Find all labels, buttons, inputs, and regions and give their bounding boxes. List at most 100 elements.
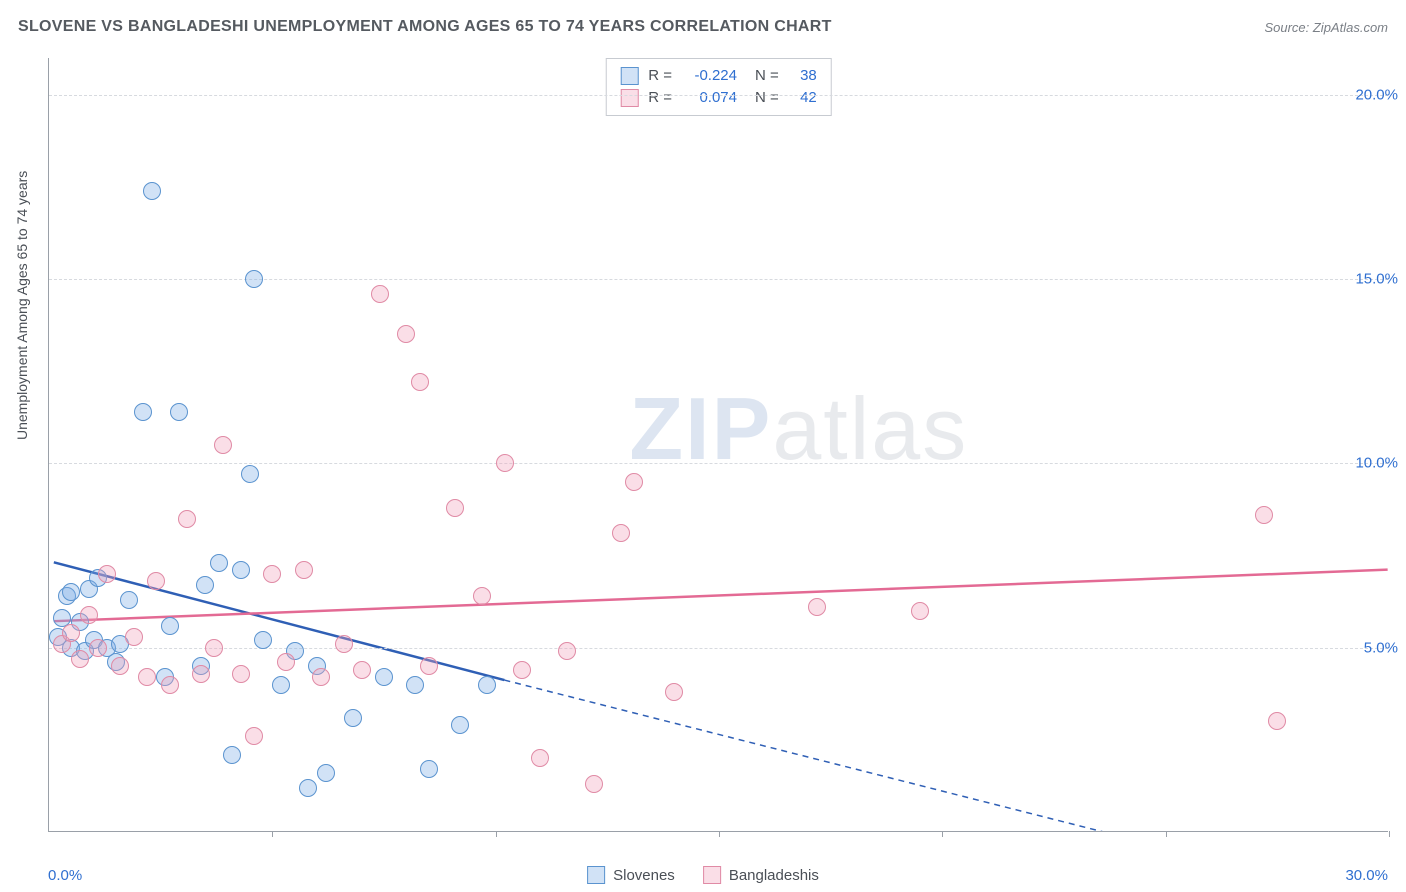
- data-point: [120, 591, 138, 609]
- data-point: [625, 473, 643, 491]
- data-point: [911, 602, 929, 620]
- legend-label-bangladeshis: Bangladeshis: [729, 867, 819, 884]
- data-point: [397, 325, 415, 343]
- data-point: [375, 668, 393, 686]
- watermark: ZIPatlas: [629, 378, 968, 480]
- data-point: [62, 583, 80, 601]
- data-point: [1268, 712, 1286, 730]
- data-point: [62, 624, 80, 642]
- trend-line-extrapolated: [504, 680, 1187, 831]
- data-point: [420, 760, 438, 778]
- data-point: [808, 598, 826, 616]
- data-point: [210, 554, 228, 572]
- data-point: [245, 270, 263, 288]
- data-point: [223, 746, 241, 764]
- data-point: [111, 657, 129, 675]
- data-point: [241, 465, 259, 483]
- data-point: [170, 403, 188, 421]
- data-point: [353, 661, 371, 679]
- data-point: [411, 373, 429, 391]
- data-point: [665, 683, 683, 701]
- y-tick-label: 5.0%: [1364, 639, 1398, 656]
- x-tick-mark: [1166, 831, 1167, 837]
- data-point: [161, 617, 179, 635]
- y-tick-label: 15.0%: [1355, 271, 1398, 288]
- source-attribution: Source: ZipAtlas.com: [1264, 20, 1388, 35]
- data-point: [232, 665, 250, 683]
- swatch-slovenes: [587, 866, 605, 884]
- x-tick-30: 30.0%: [1345, 867, 1388, 884]
- n-value-slovenes: 38: [789, 65, 817, 87]
- data-point: [214, 436, 232, 454]
- y-tick-label: 20.0%: [1355, 86, 1398, 103]
- data-point: [1255, 506, 1273, 524]
- data-point: [232, 561, 250, 579]
- data-point: [451, 716, 469, 734]
- data-point: [98, 565, 116, 583]
- y-tick-label: 10.0%: [1355, 455, 1398, 472]
- data-point: [295, 561, 313, 579]
- data-point: [513, 661, 531, 679]
- n-label: N =: [755, 65, 779, 87]
- data-point: [558, 642, 576, 660]
- data-point: [161, 676, 179, 694]
- data-point: [585, 775, 603, 793]
- data-point: [406, 676, 424, 694]
- chart-container: SLOVENE VS BANGLADESHI UNEMPLOYMENT AMON…: [0, 0, 1406, 892]
- x-tick-mark: [1389, 831, 1390, 837]
- data-point: [478, 676, 496, 694]
- bottom-legend: Slovenes Bangladeshis: [587, 866, 819, 884]
- r-label: R =: [648, 65, 672, 87]
- data-point: [317, 764, 335, 782]
- r-value-slovenes: -0.224: [682, 65, 737, 87]
- x-tick-0: 0.0%: [48, 867, 82, 884]
- data-point: [138, 668, 156, 686]
- n-label: N =: [755, 87, 779, 109]
- data-point: [612, 524, 630, 542]
- chart-title: SLOVENE VS BANGLADESHI UNEMPLOYMENT AMON…: [18, 18, 832, 36]
- data-point: [473, 587, 491, 605]
- swatch-bangladeshis: [703, 866, 721, 884]
- data-point: [312, 668, 330, 686]
- data-point: [196, 576, 214, 594]
- data-point: [446, 499, 464, 517]
- data-point: [263, 565, 281, 583]
- x-tick-mark: [272, 831, 273, 837]
- data-point: [71, 650, 89, 668]
- r-value-bangladeshis: 0.074: [682, 87, 737, 109]
- data-point: [299, 779, 317, 797]
- r-label: R =: [648, 87, 672, 109]
- data-point: [192, 665, 210, 683]
- swatch-slovenes: [620, 67, 638, 85]
- data-point: [420, 657, 438, 675]
- legend-item-slovenes: Slovenes: [587, 866, 675, 884]
- data-point: [531, 749, 549, 767]
- data-point: [205, 639, 223, 657]
- data-point: [134, 403, 152, 421]
- data-point: [277, 653, 295, 671]
- data-point: [178, 510, 196, 528]
- swatch-bangladeshis: [620, 89, 638, 107]
- legend-item-bangladeshis: Bangladeshis: [703, 866, 819, 884]
- trend-line: [54, 570, 1388, 622]
- x-tick-mark: [496, 831, 497, 837]
- data-point: [254, 631, 272, 649]
- data-point: [371, 285, 389, 303]
- data-point: [147, 572, 165, 590]
- data-point: [143, 182, 161, 200]
- x-tick-mark: [942, 831, 943, 837]
- y-axis-label: Unemployment Among Ages 65 to 74 years: [14, 171, 30, 440]
- data-point: [89, 639, 107, 657]
- data-point: [245, 727, 263, 745]
- title-bar: SLOVENE VS BANGLADESHI UNEMPLOYMENT AMON…: [18, 12, 1388, 42]
- data-point: [80, 606, 98, 624]
- data-point: [335, 635, 353, 653]
- data-point: [125, 628, 143, 646]
- data-point: [496, 454, 514, 472]
- n-value-bangladeshis: 42: [789, 87, 817, 109]
- legend-label-slovenes: Slovenes: [613, 867, 675, 884]
- data-point: [272, 676, 290, 694]
- data-point: [344, 709, 362, 727]
- plot-area: ZIPatlas R = -0.224 N = 38 R = 0.074 N =…: [48, 58, 1388, 832]
- x-tick-mark: [719, 831, 720, 837]
